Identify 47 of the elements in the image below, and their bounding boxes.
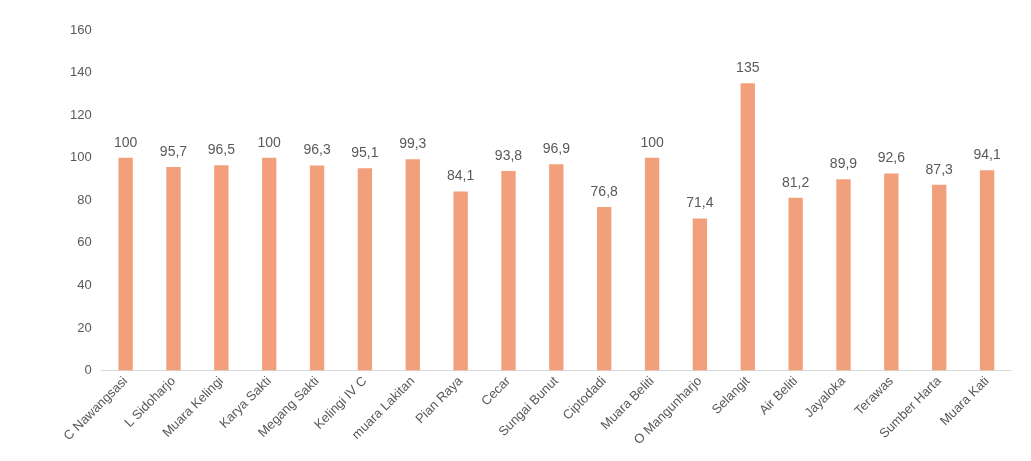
bar: [309, 165, 325, 371]
y-tick-label: 100: [69, 149, 92, 165]
bar: [644, 157, 660, 371]
y-tick-label: 120: [69, 106, 92, 122]
y-tick-label: 160: [69, 21, 92, 37]
data-label: 95,7: [159, 142, 188, 159]
data-label: 100: [113, 133, 138, 150]
bar: [597, 207, 612, 371]
data-label: 76,8: [590, 182, 619, 199]
bar: [357, 168, 373, 371]
data-label: 87,3: [925, 160, 954, 177]
bar: [549, 164, 564, 371]
data-label: 71,4: [686, 194, 714, 211]
data-label: 94,1: [973, 146, 1001, 163]
bar: [214, 165, 229, 371]
data-label: 96,9: [542, 140, 571, 157]
bar: [501, 170, 516, 371]
bar: [932, 184, 947, 371]
data-label: 100: [257, 133, 282, 150]
bar: [262, 157, 277, 371]
y-tick-label: 140: [69, 64, 92, 80]
data-label: 89,9: [829, 155, 858, 172]
y-tick-label: 60: [77, 234, 92, 250]
data-label: 96,5: [207, 141, 236, 158]
bar: [166, 166, 181, 371]
y-tick-label: 40: [77, 277, 92, 293]
bar: [118, 157, 133, 371]
data-label: 100: [640, 133, 664, 150]
bar: [405, 159, 420, 371]
data-label: 93,8: [494, 146, 523, 163]
bar: [692, 218, 708, 371]
data-label: 99,3: [399, 135, 427, 152]
data-label: 95,1: [351, 144, 379, 161]
data-label: 92,6: [877, 149, 906, 166]
y-tick-label: 0: [84, 362, 92, 378]
bar: [979, 170, 995, 371]
bar: [788, 197, 803, 371]
y-tick-label: 20: [77, 319, 92, 335]
y-tick-label: 80: [77, 191, 92, 207]
data-label: 81,2: [782, 173, 810, 190]
bar: [453, 191, 468, 371]
bar: [884, 173, 899, 371]
bar: [740, 83, 755, 371]
data-label: 96,3: [303, 141, 331, 158]
bar: [836, 179, 851, 371]
data-label: 84,1: [447, 167, 475, 184]
data-label: 135: [736, 59, 760, 76]
